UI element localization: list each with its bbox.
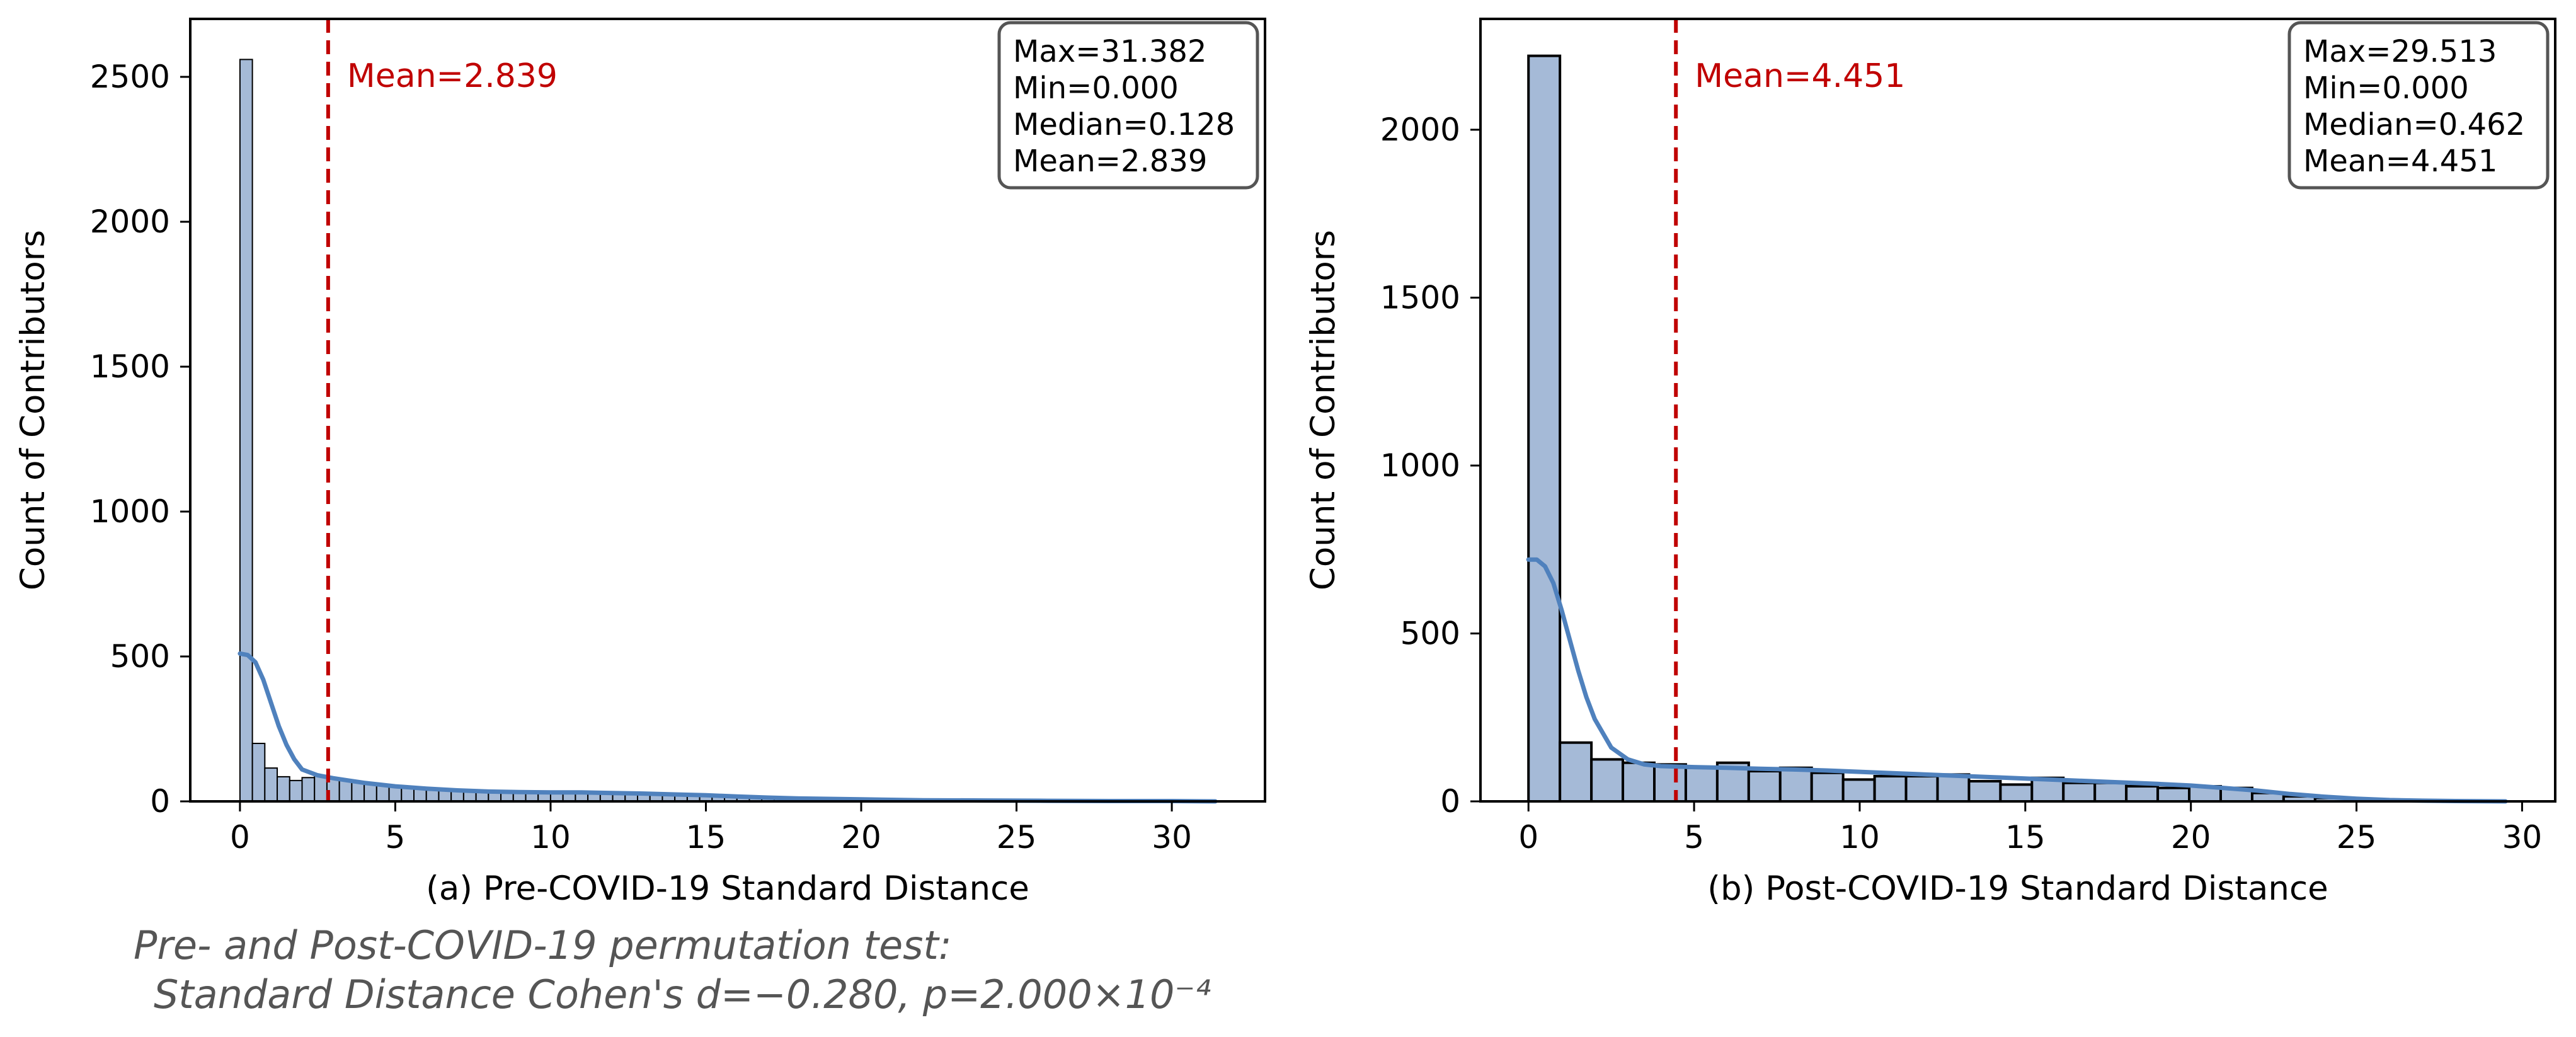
histogram-bar bbox=[1747, 770, 1782, 803]
histogram-bar bbox=[375, 784, 390, 802]
x-tick-label: 30 bbox=[2502, 819, 2543, 856]
histogram-bar bbox=[1590, 758, 1625, 803]
panel-b-post-covid: Mean=4.451 0 5 10 15 20 25 30 0 500 1000 1500 2000 (b… bbox=[1304, 18, 2556, 908]
histogram-bar bbox=[425, 789, 440, 802]
x-tick-label: 5 bbox=[1684, 819, 1704, 856]
stats-line: Min=0.000 bbox=[2303, 71, 2469, 106]
histogram-bar bbox=[1999, 783, 2034, 803]
footnote-line-2: Standard Distance Cohen's d=−0.280, p=2.… bbox=[154, 971, 1211, 1017]
stats-line: Median=0.462 bbox=[2303, 107, 2525, 142]
y-tick-label: 0 bbox=[1440, 783, 1460, 820]
kde-curve bbox=[1526, 557, 2508, 804]
histogram-bar bbox=[2093, 781, 2128, 803]
axes-frame bbox=[1479, 18, 2556, 803]
y-tick-label: 1500 bbox=[1380, 279, 1460, 316]
histogram-bar bbox=[2156, 786, 2191, 803]
histogram-bar bbox=[251, 743, 266, 802]
histogram-bar bbox=[388, 786, 403, 802]
x-tick-label: 0 bbox=[230, 819, 250, 856]
x-tick-label: 25 bbox=[997, 819, 1037, 856]
stats-line: Max=31.382 bbox=[1013, 34, 1206, 69]
histogram-bar bbox=[351, 781, 365, 803]
mean-label: Mean=2.839 bbox=[347, 57, 558, 95]
stats-line: Mean=4.451 bbox=[2303, 144, 2497, 179]
y-tick-label: 0 bbox=[150, 783, 170, 820]
panel-a-pre-covid: Mean=2.839 0 5 10 15 20 25 30 0 500 1000 1500 2000 25… bbox=[14, 18, 1266, 908]
x-tick-label: 5 bbox=[386, 819, 406, 856]
histogram-bar bbox=[1527, 54, 1562, 803]
histogram-bar bbox=[277, 776, 290, 803]
histogram-bar bbox=[1778, 766, 1813, 803]
histogram-bar bbox=[1653, 763, 1687, 803]
x-tick-label: 20 bbox=[2171, 819, 2211, 856]
histogram-bar bbox=[1967, 780, 2002, 803]
x-tick-label: 15 bbox=[2005, 819, 2046, 856]
x-axis-label: (b) Post-COVID-19 Standard Distance bbox=[1707, 869, 2328, 908]
stats-line: Median=0.128 bbox=[1013, 107, 1235, 142]
histogram-bar bbox=[239, 59, 253, 802]
x-tick-label: 0 bbox=[1518, 819, 1538, 856]
stats-line: Mean=2.839 bbox=[1013, 144, 1207, 179]
histogram-bar bbox=[1559, 741, 1593, 803]
axes-frame bbox=[189, 18, 1266, 803]
histogram-bar bbox=[401, 787, 415, 802]
histogram-bar bbox=[1841, 778, 1876, 803]
y-tick-label: 500 bbox=[1400, 615, 1460, 651]
x-axis-label: (a) Pre-COVID-19 Standard Distance bbox=[426, 869, 1029, 908]
histogram-bar bbox=[364, 783, 377, 803]
x-tick-label: 30 bbox=[1152, 819, 1192, 856]
y-tick-label: 2500 bbox=[90, 59, 170, 95]
histogram-bar bbox=[2062, 781, 2097, 803]
histogram-bar bbox=[1684, 766, 1719, 803]
stats-box bbox=[2287, 21, 2550, 190]
histogram-bar bbox=[1904, 775, 1939, 803]
y-tick-label: 2000 bbox=[90, 203, 170, 240]
histogram-bar bbox=[1622, 761, 1656, 803]
x-tick-label: 25 bbox=[2337, 819, 2377, 856]
histogram-bar bbox=[413, 788, 427, 802]
histogram-bar bbox=[301, 777, 316, 803]
x-tick-label: 10 bbox=[1840, 819, 1880, 856]
y-axis-label: Count of Contributors bbox=[1304, 230, 1342, 590]
kde-curve bbox=[238, 651, 1218, 804]
y-tick-label: 1500 bbox=[90, 348, 170, 385]
y-tick-label: 1000 bbox=[90, 493, 170, 530]
footnote-line-1: Pre- and Post-COVID-19 permutation test: bbox=[134, 922, 952, 968]
y-tick-label: 2000 bbox=[1380, 112, 1460, 148]
y-tick-label: 500 bbox=[110, 638, 170, 675]
stats-box bbox=[997, 21, 1259, 190]
y-axis-label: Count of Contributors bbox=[14, 230, 52, 590]
histogram-bar bbox=[289, 779, 303, 803]
x-tick-label: 10 bbox=[530, 819, 571, 856]
histogram-bar bbox=[314, 775, 328, 803]
x-tick-label: 20 bbox=[841, 819, 881, 856]
histogram-bar bbox=[1810, 771, 1845, 803]
histogram-bar bbox=[264, 767, 278, 802]
histogram-bar bbox=[1873, 775, 1908, 803]
histogram-bar bbox=[338, 779, 353, 803]
histogram-bar bbox=[2125, 785, 2160, 803]
stats-line: Max=29.513 bbox=[2303, 34, 2497, 69]
x-tick-label: 15 bbox=[686, 819, 726, 856]
stats-line: Min=0.000 bbox=[1013, 71, 1179, 106]
histogram-bar bbox=[1936, 773, 1971, 803]
mean-label: Mean=4.451 bbox=[1695, 57, 1905, 95]
y-tick-label: 1000 bbox=[1380, 447, 1460, 484]
